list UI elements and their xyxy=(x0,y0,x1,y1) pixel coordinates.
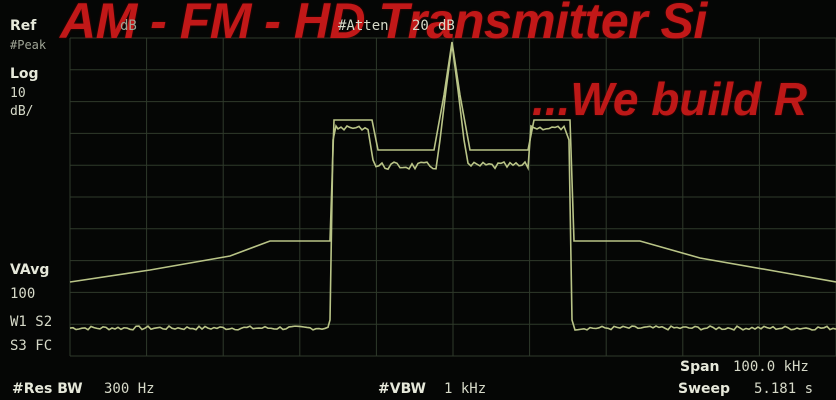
vbw-value: 1 kHz xyxy=(444,381,487,397)
res-bw-value: 300 Hz xyxy=(104,381,155,397)
spectrum-signal-trace xyxy=(69,43,836,331)
span-value: 100.0 kHz xyxy=(733,359,809,375)
overlay-subtitle: ...We build R xyxy=(532,73,808,125)
overlay-title: AM - FM - HD Transmitter Si xyxy=(60,0,707,49)
spectrum-mask-trace xyxy=(69,41,836,283)
ref-label: Ref xyxy=(10,18,37,34)
ref-unit: dB xyxy=(120,18,137,34)
s3-fc-label: S3 FC xyxy=(10,338,53,354)
graticule-grid xyxy=(69,37,836,357)
sweep-label: Sweep xyxy=(678,381,731,397)
span-label: Span xyxy=(680,359,720,375)
res-bw-label: #Res BW xyxy=(12,381,83,397)
peak-detector-label: #Peak xyxy=(10,38,47,52)
w1-s2-label: W1 S2 xyxy=(10,314,53,330)
scale-value: 10 xyxy=(10,86,26,101)
scale-unit: dB/ xyxy=(10,104,34,119)
atten-label: #Atten xyxy=(338,18,389,34)
vavg-label: VAvg xyxy=(10,262,50,278)
sweep-value: 5.181 s xyxy=(754,381,814,397)
atten-value: 20 xyxy=(412,18,429,34)
vbw-label: #VBW xyxy=(378,381,426,397)
vavg-value: 100 xyxy=(10,286,36,302)
scale-type-label: Log xyxy=(10,66,39,82)
atten-unit: dB xyxy=(438,18,455,34)
